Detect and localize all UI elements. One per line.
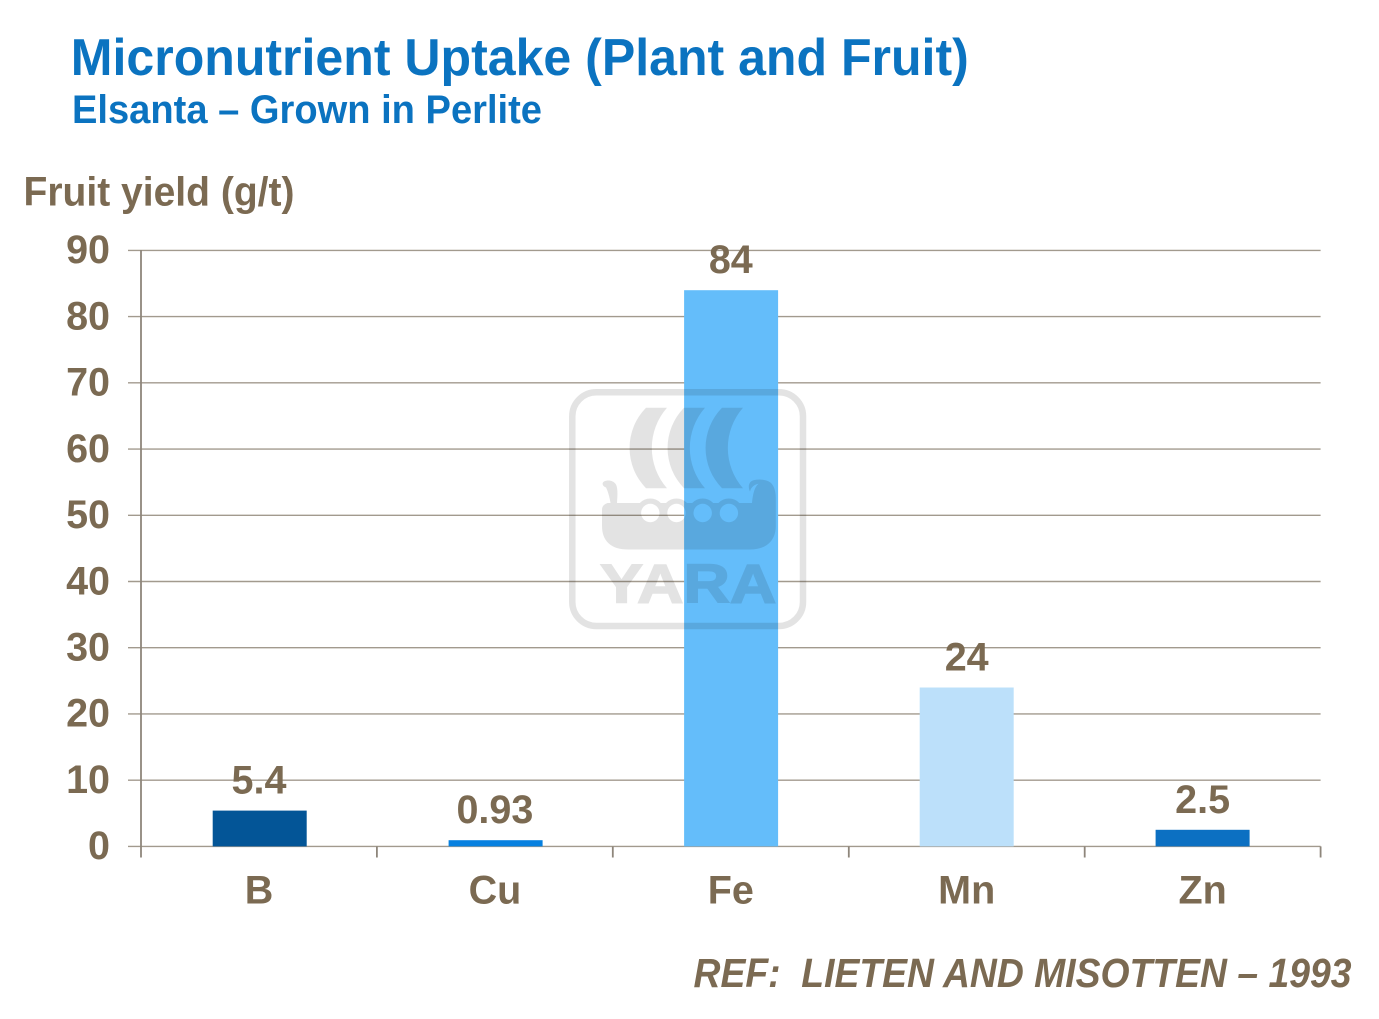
svg-text:B: B [245, 869, 274, 913]
svg-text:REF: LIETEN AND MISOTTEN – 19: REF: LIETEN AND MISOTTEN – 1993 [694, 950, 1352, 996]
svg-text:70: 70 [66, 361, 110, 405]
svg-text:40: 40 [66, 559, 110, 603]
svg-text:24: 24 [945, 636, 989, 680]
svg-text:2.5: 2.5 [1175, 778, 1230, 822]
svg-text:80: 80 [66, 294, 110, 338]
svg-text:30: 30 [66, 626, 110, 670]
svg-text:Fe: Fe [708, 869, 754, 913]
svg-text:5.4: 5.4 [232, 759, 287, 803]
svg-text:60: 60 [66, 427, 110, 471]
svg-text:YARA: YARA [600, 554, 776, 615]
svg-text:10: 10 [66, 758, 110, 802]
svg-text:50: 50 [66, 493, 110, 537]
svg-text:Mn: Mn [938, 869, 995, 913]
svg-text:20: 20 [66, 692, 110, 736]
svg-text:90: 90 [66, 228, 110, 272]
svg-text:Elsanta – Grown in Perlite: Elsanta – Grown in Perlite [72, 88, 542, 132]
svg-text:84: 84 [709, 238, 753, 282]
svg-text:Zn: Zn [1178, 869, 1226, 913]
svg-text:Fruit yield (g/t): Fruit yield (g/t) [24, 169, 295, 215]
svg-text:0: 0 [88, 824, 110, 868]
svg-text:Cu: Cu [469, 869, 522, 913]
svg-text:Micronutrient Uptake (Plant an: Micronutrient Uptake (Plant and Fruit) [71, 28, 969, 86]
svg-text:0.93: 0.93 [456, 788, 533, 832]
